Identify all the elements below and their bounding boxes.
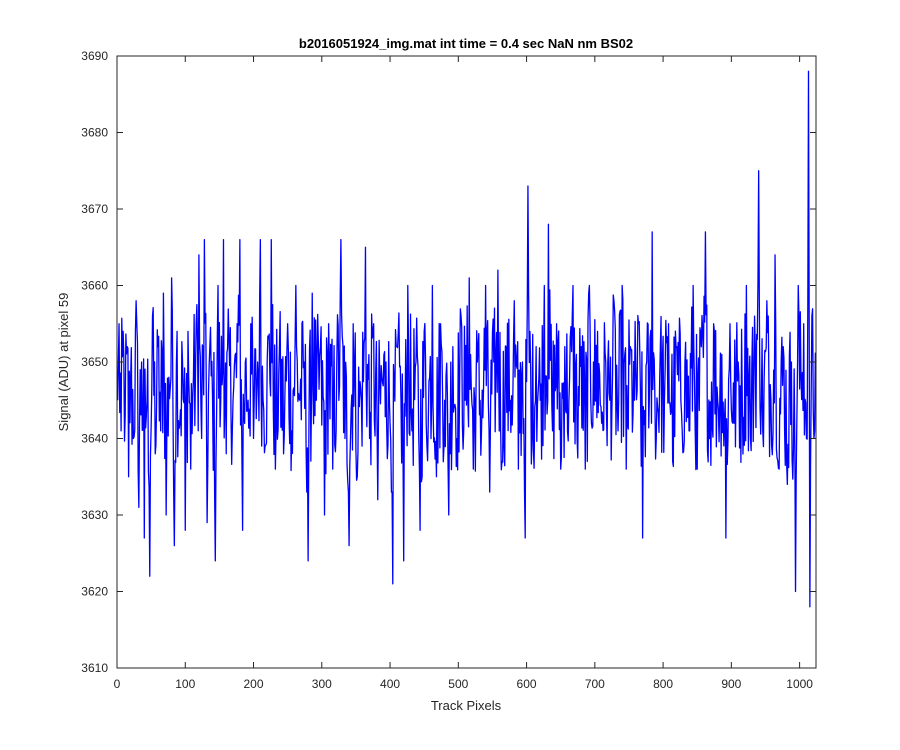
y-tick-label: 3630 — [81, 508, 108, 522]
x-tick-label: 0 — [114, 677, 121, 691]
y-tick-label: 3620 — [81, 585, 108, 599]
x-tick-label: 300 — [312, 677, 332, 691]
series-layer — [117, 70, 817, 608]
x-tick-label: 200 — [244, 677, 264, 691]
x-tick-label: 800 — [653, 677, 673, 691]
y-tick-label: 3650 — [81, 355, 108, 369]
x-tick-label: 1000 — [786, 677, 813, 691]
x-axis-label: Track Pixels — [431, 698, 502, 713]
signal-series-line — [117, 70, 817, 608]
x-tick-label: 700 — [585, 677, 605, 691]
y-tick-label: 3680 — [81, 126, 108, 140]
y-tick-label: 3660 — [81, 279, 108, 293]
y-tick-label: 3610 — [81, 661, 108, 675]
y-tick-label: 3690 — [81, 49, 108, 63]
x-tick-label: 500 — [448, 677, 468, 691]
x-tick-label: 100 — [175, 677, 195, 691]
y-tick-label: 3640 — [81, 432, 108, 446]
x-tick-label: 600 — [517, 677, 537, 691]
x-tick-label: 400 — [380, 677, 400, 691]
y-axis-label: Signal (ADU) at pixel 59 — [56, 293, 71, 432]
x-tick-label: 900 — [721, 677, 741, 691]
y-tick-label: 3670 — [81, 202, 108, 216]
x-axis-ticks: 0 100 200 300 400 500 600 700 800 900 1000 — [114, 56, 813, 691]
chart-title: b2016051924_img.mat int time = 0.4 sec N… — [299, 36, 633, 51]
y-axis-ticks: 3610 3620 3630 3640 3650 3660 3670 3680 3690 — [81, 49, 816, 675]
